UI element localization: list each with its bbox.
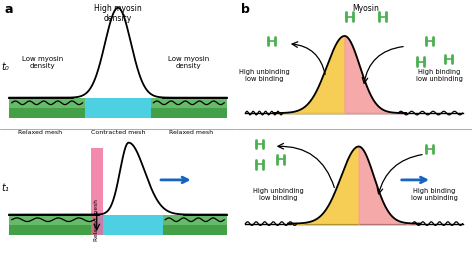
Text: Low myosin
density: Low myosin density: [22, 57, 63, 69]
Bar: [91, 148, 103, 235]
Bar: [9, 108, 227, 118]
Text: Myosin: Myosin: [353, 4, 379, 13]
Text: High unbinding
low binding: High unbinding low binding: [239, 69, 290, 82]
Bar: [85, 108, 151, 118]
Text: a: a: [5, 3, 13, 16]
Bar: [97, 225, 163, 235]
Text: High myosin
density: High myosin density: [94, 4, 142, 23]
Bar: [97, 215, 163, 225]
Text: High unbinding
low binding: High unbinding low binding: [253, 188, 304, 201]
Text: Contracted mesh: Contracted mesh: [91, 130, 145, 135]
Text: Relaxed mesh: Relaxed mesh: [18, 130, 62, 135]
Text: t₀: t₀: [1, 62, 9, 72]
Bar: [9, 225, 227, 235]
Bar: [9, 98, 227, 108]
Text: High binding
low unbinding: High binding low unbinding: [415, 69, 463, 82]
Text: b: b: [241, 3, 250, 16]
Text: High binding
low unbinding: High binding low unbinding: [411, 188, 458, 201]
Text: t₁: t₁: [1, 183, 9, 192]
Text: Low myosin
density: Low myosin density: [168, 57, 210, 69]
Text: Relaxed mesh: Relaxed mesh: [169, 130, 213, 135]
Text: Relaxed mesh: Relaxed mesh: [94, 199, 99, 241]
Bar: [85, 98, 151, 108]
Bar: [9, 215, 227, 225]
